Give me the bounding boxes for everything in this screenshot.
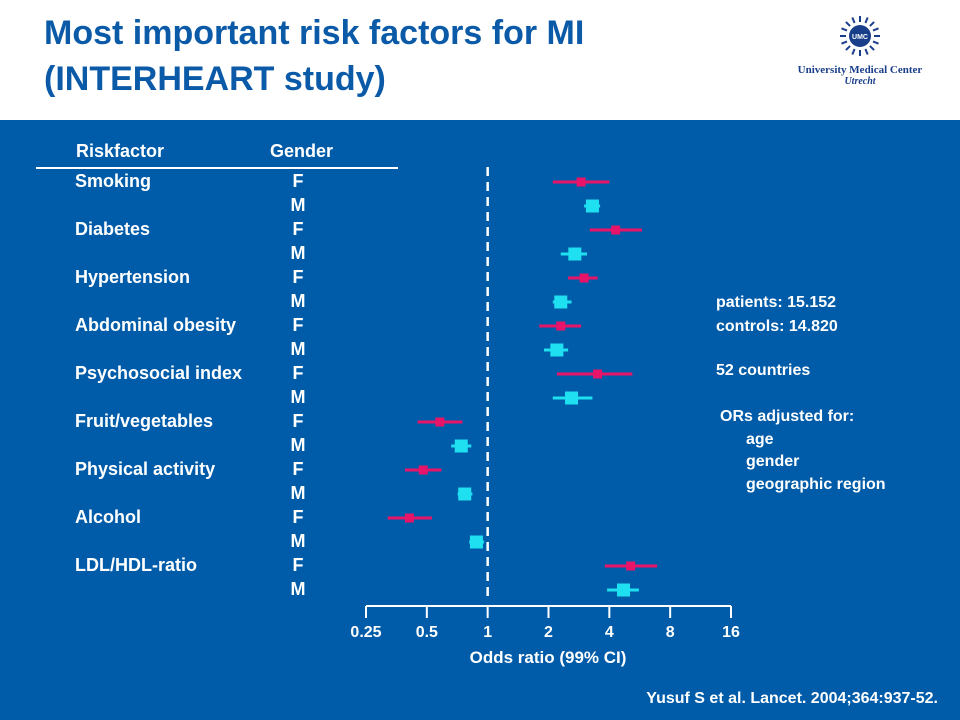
point-ldl-hdl-ratio-f [626, 561, 636, 571]
riskfactor-label-diabetes: Diabetes [75, 219, 151, 239]
point-smoking-f [576, 177, 586, 187]
x-axis-label: Odds ratio (99% CI) [470, 648, 627, 667]
gender-label-psychosocial-index-f: F [292, 363, 304, 383]
adjusted-item-region: geographic region [746, 476, 886, 493]
point-alcohol-f [404, 513, 414, 523]
point-physical-activity-f [418, 465, 428, 475]
gender-label-physical-activity-f: F [292, 459, 304, 479]
column-header-riskfactor: Riskfactor [76, 141, 165, 161]
point-physical-activity-m [458, 487, 472, 501]
point-psychosocial-index-f [593, 369, 603, 379]
point-hypertension-m [554, 295, 568, 309]
point-fruit-vegetables-m [454, 439, 468, 453]
slide-title: Most important risk factors for MI (INTE… [44, 10, 584, 102]
logo-mark-text: UMC [852, 34, 868, 41]
column-header-gender: Gender [270, 141, 334, 161]
x-tick-label: 0.5 [416, 624, 438, 641]
slide-header: Most important risk factors for MI (INTE… [0, 0, 960, 120]
riskfactor-label-smoking: Smoking [75, 171, 152, 191]
info-countries: 52 countries [716, 362, 811, 379]
header-rule [36, 167, 398, 169]
gender-label-alcohol-f: F [292, 507, 304, 527]
point-abdominal-obesity-f [556, 321, 566, 331]
gender-label-smoking-f: F [292, 171, 304, 191]
x-tick-label: 0.25 [350, 624, 381, 641]
gender-label-diabetes-m: M [290, 243, 306, 263]
point-diabetes-f [611, 225, 621, 235]
point-abdominal-obesity-m [550, 343, 564, 357]
umc-seal-icon: UMC [840, 16, 880, 56]
riskfactor-label-physical-activity: Physical activity [75, 459, 216, 479]
gender-label-psychosocial-index-m: M [290, 387, 306, 407]
content-panel [0, 120, 960, 720]
adjusted-title: ORs adjusted for: [720, 408, 855, 425]
logo-city: Utrecht [844, 76, 876, 87]
riskfactor-label-abdominal-obesity: Abdominal obesity [75, 315, 237, 335]
riskfactor-label-ldl-hdl-ratio: LDL/HDL-ratio [75, 555, 197, 575]
point-psychosocial-index-m [565, 391, 579, 405]
riskfactor-label-hypertension: Hypertension [75, 267, 191, 287]
logo-name: University Medical Center [797, 64, 923, 76]
title-line-2: (INTERHEART study) [44, 60, 386, 98]
x-tick-label: 2 [544, 624, 553, 641]
gender-label-fruit-vegetables-m: M [290, 435, 306, 455]
info-patients: patients: 15.152 [716, 294, 837, 311]
gender-label-alcohol-m: M [290, 531, 306, 551]
adjusted-item-age: age [746, 431, 774, 448]
riskfactor-label-alcohol: Alcohol [75, 507, 141, 527]
riskfactor-label-fruit-vegetables: Fruit/vegetables [75, 411, 214, 431]
gender-label-fruit-vegetables-f: F [292, 411, 304, 431]
gender-label-abdominal-obesity-f: F [292, 315, 304, 335]
umc-logo: UMC University Medical Center Utrecht [790, 14, 930, 94]
point-hypertension-f [579, 273, 589, 283]
x-tick-label: 4 [605, 624, 614, 641]
x-tick-label: 16 [722, 624, 740, 641]
gender-label-physical-activity-m: M [290, 483, 306, 503]
point-alcohol-m [469, 535, 483, 549]
point-diabetes-m [568, 247, 582, 261]
gender-label-smoking-m: M [290, 195, 306, 215]
gender-label-hypertension-m: M [290, 291, 306, 311]
riskfactor-label-psychosocial-index: Psychosocial index [75, 363, 243, 383]
point-fruit-vegetables-f [435, 417, 445, 427]
point-smoking-m [585, 199, 599, 213]
citation: Yusuf S et al. Lancet. 2004;364:937-52. [646, 690, 938, 707]
info-controls: controls: 14.820 [716, 318, 838, 335]
title-line-1: Most important risk factors for MI [44, 14, 585, 52]
point-ldl-hdl-ratio-m [616, 583, 630, 597]
gender-label-diabetes-f: F [292, 219, 304, 239]
gender-label-hypertension-f: F [292, 267, 304, 287]
gender-label-ldl-hdl-ratio-m: M [290, 579, 306, 599]
x-tick-label: 1 [483, 624, 492, 641]
gender-label-ldl-hdl-ratio-f: F [292, 555, 304, 575]
adjusted-item-gender: gender [746, 453, 800, 470]
gender-label-abdominal-obesity-m: M [290, 339, 306, 359]
x-tick-label: 8 [666, 624, 675, 641]
